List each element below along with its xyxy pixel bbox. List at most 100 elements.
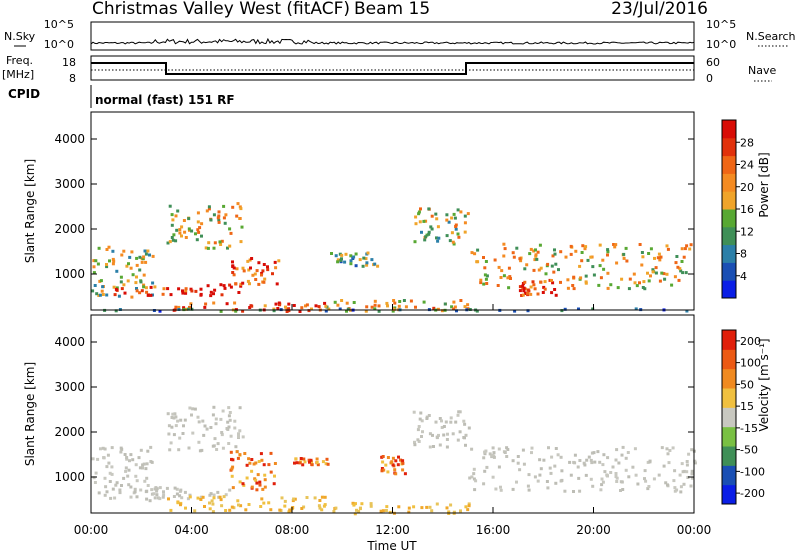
velocity-cell <box>106 453 110 457</box>
velocity-cell <box>144 467 148 471</box>
velocity-cell <box>199 495 203 499</box>
x-tick-label: 04:00 <box>174 523 209 537</box>
power-cell <box>317 305 321 309</box>
power-cell <box>298 310 302 313</box>
velocity-cell <box>146 449 150 453</box>
velocity-cell <box>263 485 267 489</box>
power-cell <box>518 257 522 261</box>
velocity-cell <box>693 459 697 463</box>
velocity-cell <box>291 506 295 509</box>
velocity-cell <box>258 483 262 487</box>
power-cell <box>97 246 101 250</box>
velocity-cell <box>224 493 228 497</box>
power-cell <box>551 281 555 285</box>
power-cell <box>370 305 374 309</box>
power-cell <box>422 300 426 304</box>
power-cell <box>539 266 543 270</box>
velocity-cell <box>216 442 220 446</box>
velocity-cell <box>647 485 651 488</box>
velocity-cell <box>321 460 325 464</box>
velocity-cell <box>307 458 311 462</box>
power-cell <box>217 214 221 218</box>
power-cell <box>413 240 417 244</box>
x-tick-label: 08:00 <box>275 523 310 537</box>
power-cell <box>151 254 155 258</box>
velocity-cell <box>299 457 303 460</box>
power-cell <box>114 287 118 291</box>
power-cell <box>523 280 527 284</box>
velocity-cell <box>300 507 304 510</box>
velocity-cell <box>385 505 389 509</box>
power-cell <box>365 261 369 265</box>
power-cell <box>231 205 235 209</box>
power-cell <box>660 271 664 275</box>
power-cell <box>254 278 258 281</box>
velocity-cell <box>145 462 149 466</box>
velocity-cell <box>183 490 187 494</box>
velocity-cell <box>252 462 256 466</box>
power-panel-frame <box>90 111 695 311</box>
power-cell <box>149 293 153 297</box>
velocity-cell <box>515 480 518 484</box>
power-cell <box>681 271 685 275</box>
power-cell <box>219 283 223 287</box>
velocity-cell <box>643 469 647 473</box>
power-cell <box>377 304 381 308</box>
velocity-cell <box>262 463 266 467</box>
power-cell <box>683 247 687 251</box>
velocity-cell <box>636 482 640 486</box>
power-cell <box>518 289 522 293</box>
velocity-cell <box>467 504 471 508</box>
power-cell <box>534 253 538 257</box>
power-cell <box>138 268 142 272</box>
nsearch-label: N.Search <box>746 30 796 43</box>
velocity-cell <box>99 447 102 451</box>
velocity-cell <box>145 497 149 501</box>
power-cell <box>518 285 522 289</box>
velocity-cell <box>129 495 133 499</box>
power-cell <box>614 243 618 247</box>
velocity-cell <box>390 460 394 464</box>
power-cell <box>684 271 688 275</box>
velocity-cell <box>179 418 183 422</box>
velocity-cell <box>660 446 664 450</box>
velocity-cell <box>492 451 496 455</box>
power-cell <box>597 283 601 287</box>
velocity-cell <box>572 490 575 493</box>
colorbar-swatch <box>722 484 736 505</box>
power-cell <box>272 307 276 311</box>
power-cell <box>373 307 377 311</box>
velocity-cell <box>238 480 242 484</box>
power-cell <box>196 211 200 215</box>
power-cell <box>641 255 645 259</box>
velocity-cell <box>576 465 580 469</box>
velocity-cell <box>257 460 261 463</box>
power-cell <box>496 284 500 287</box>
velocity-cell <box>394 459 398 463</box>
velocity-cell <box>245 476 249 480</box>
velocity-cell <box>186 497 190 501</box>
velocity-cell <box>188 495 192 499</box>
power-cell <box>260 273 263 277</box>
power-cell <box>135 287 138 290</box>
power-colorbar-label: Power [dB] <box>757 152 771 217</box>
velocity-cell <box>454 420 458 424</box>
power-cell <box>142 285 146 289</box>
power-cell <box>598 264 602 268</box>
power-cell <box>539 280 543 284</box>
velocity-cell <box>491 453 495 457</box>
velocity-cell <box>269 451 273 455</box>
velocity-cell <box>462 436 466 439</box>
velocity-cell <box>591 484 595 488</box>
velocity-cell <box>505 455 509 458</box>
power-cell <box>177 305 181 309</box>
power-cell <box>451 240 455 244</box>
velocity-cell <box>445 438 449 441</box>
velocity-cell <box>255 481 259 485</box>
velocity-cell <box>158 486 162 490</box>
velocity-cell <box>499 488 503 492</box>
power-cell <box>414 215 418 219</box>
velocity-cell <box>193 407 197 411</box>
velocity-cell <box>137 456 141 460</box>
power-cell <box>330 252 333 255</box>
